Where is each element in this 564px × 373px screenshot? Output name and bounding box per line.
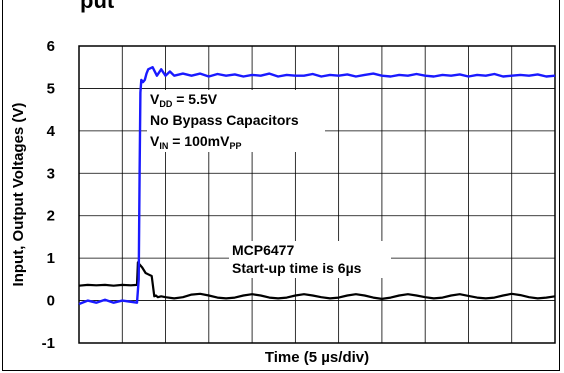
annotation-vdd: VDD = 5.5V: [150, 91, 218, 109]
y-tick-label: -1: [42, 335, 55, 352]
y-tick-label: 0: [47, 293, 55, 310]
clipped-title: put: [80, 0, 115, 13]
annotation-block-conditions: VDD = 5.5V No Bypass Capacitors VIN = 10…: [147, 90, 325, 152]
annotation-device: MCP6477: [232, 242, 294, 258]
annotation-block-device: MCP6477 Start-up time is 6µs: [229, 241, 391, 278]
annotation-bypass: No Bypass Capacitors: [150, 112, 299, 128]
x-axis-label: Time (5 µs/div): [265, 349, 369, 366]
y-tick-label: 2: [47, 208, 55, 225]
y-tick-label: 6: [47, 38, 55, 55]
y-tick-label: 1: [47, 250, 55, 267]
y-axis-label: Input, Output Voltages (V): [10, 103, 27, 287]
y-tick-labels: -1 0 1 2 3 4 5 6: [42, 38, 56, 352]
output-trace: [78, 65, 556, 306]
y-tick-label: 5: [47, 80, 55, 97]
annotation-vin: VIN = 100mVPP: [150, 133, 241, 151]
series-layer: [78, 65, 556, 306]
annotation-startup: Start-up time is 6µs: [232, 260, 362, 276]
input-trace: [78, 261, 556, 300]
y-tick-label: 4: [47, 123, 56, 140]
y-tick-label: 3: [47, 165, 55, 182]
